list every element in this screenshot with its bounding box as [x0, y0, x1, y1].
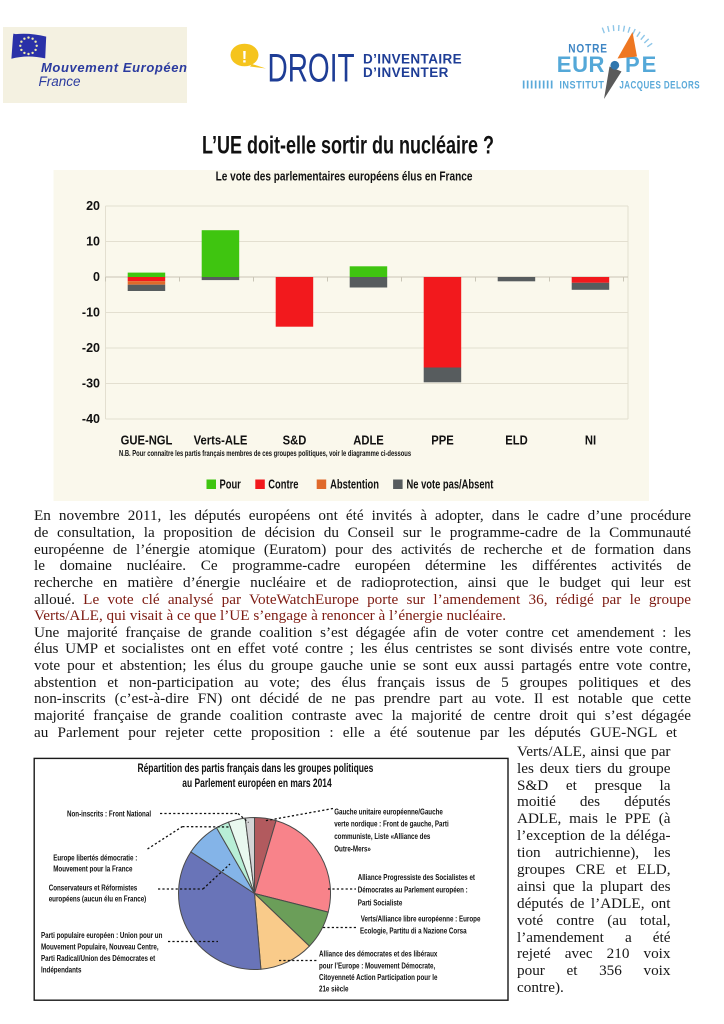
svg-text:Parti populaire européen : Uni: Parti populaire européen : Union pour un — [41, 932, 162, 940]
svg-text:Démocrates au Parlement europé: Démocrates au Parlement européen : — [358, 887, 468, 895]
svg-text:GUE-NGL: GUE-NGL — [121, 433, 173, 448]
svg-text:JACQUES DELORS: JACQUES DELORS — [619, 79, 700, 92]
svg-text:Europe libertés démocratie :: Europe libertés démocratie : — [53, 855, 137, 863]
svg-text:ELD: ELD — [505, 433, 528, 448]
svg-text:Parti Socialiste: Parti Socialiste — [358, 900, 403, 908]
svg-text:Verts/Alliance libre européenn: Verts/Alliance libre européenne : Europe — [361, 916, 481, 924]
svg-text:Mouvement Populaire, Nouveau C: Mouvement Populaire, Nouveau Centre, — [41, 944, 159, 952]
svg-text:au Parlement européen en mars: au Parlement européen en mars 2014 — [182, 778, 332, 791]
svg-text:communiste, Liste «Alliance de: communiste, Liste «Alliance des — [334, 833, 430, 841]
svg-text:Alliance des démocrates et des: Alliance des démocrates et des libéraux — [319, 951, 437, 959]
svg-text:!: ! — [242, 48, 248, 67]
svg-text:NOTRE: NOTRE — [568, 43, 607, 56]
svg-text:européens (aucun élu en France: européens (aucun élu en France) — [49, 896, 147, 904]
svg-text:Indépendants: Indépendants — [41, 967, 82, 975]
svg-text:D’INVENTER: D’INVENTER — [363, 65, 449, 80]
svg-text:S&D: S&D — [283, 433, 307, 448]
svg-text:Mouvement pour la France: Mouvement pour la France — [53, 866, 132, 874]
svg-text:Alliance Progressiste des Soci: Alliance Progressiste des Socialistes et — [358, 874, 476, 882]
svg-text:D’INVENTAIRE: D’INVENTAIRE — [363, 52, 462, 67]
svg-text:Abstention: Abstention — [330, 478, 379, 492]
svg-text:-10: -10 — [82, 306, 100, 320]
svg-text:21e siècle: 21e siècle — [319, 986, 348, 994]
svg-text:L’UE doit-elle sortir du nuclé: L’UE doit-elle sortir du nucléaire ? — [202, 131, 494, 160]
svg-text:Pour: Pour — [220, 478, 242, 492]
svg-text:Non-inscrits : Front National: Non-inscrits : Front National — [67, 811, 151, 819]
svg-text:NI: NI — [585, 433, 596, 448]
svg-text:Mouvement Européen: Mouvement Européen — [41, 60, 188, 75]
svg-text:pour l’Europe : Mouvement Démo: pour l’Europe : Mouvement Démocrate, — [319, 963, 435, 971]
svg-text:Contre: Contre — [268, 478, 298, 492]
svg-text:Gauche unitaire européenne/Gau: Gauche unitaire européenne/Gauche — [334, 809, 443, 817]
svg-text:verte nordique : Front de gauc: verte nordique : Front de gauche, Parti — [334, 821, 449, 829]
svg-text:Verts-ALE: Verts-ALE — [194, 433, 248, 448]
svg-text:Le vote des parlementaires eur: Le vote des parlementaires européens élu… — [216, 171, 473, 184]
svg-text:DROIT: DROIT — [268, 47, 355, 91]
svg-text:ADLE: ADLE — [353, 433, 384, 448]
svg-text:Outre-Mers»: Outre-Mers» — [334, 846, 371, 854]
svg-text:PPE: PPE — [431, 433, 454, 448]
svg-text:INSTITUT: INSTITUT — [559, 80, 604, 92]
svg-text:Ecologie, Partitu di a Nazione: Ecologie, Partitu di a Nazione Corsa — [360, 928, 467, 936]
svg-text:Répartition des partis françai: Répartition des partis français dans les… — [137, 763, 373, 776]
svg-text:EUR: EUR — [557, 52, 605, 77]
svg-text:20: 20 — [86, 199, 100, 213]
svg-text:10: 10 — [86, 235, 100, 249]
svg-text:Parti Radical/Union des Démocr: Parti Radical/Union des Démocrates et — [41, 955, 156, 963]
svg-text:-30: -30 — [82, 377, 100, 391]
svg-text:Citoyenneté Action Participati: Citoyenneté Action Participation pour le — [319, 974, 437, 982]
svg-text:-40: -40 — [82, 412, 100, 426]
svg-text:-20: -20 — [82, 341, 100, 355]
svg-text:0: 0 — [93, 270, 100, 284]
svg-text:Ne vote pas/Absent: Ne vote pas/Absent — [407, 478, 494, 492]
svg-text:France: France — [39, 74, 81, 89]
svg-text:N.B. Pour connaitre les partis: N.B. Pour connaitre les partis français … — [119, 450, 411, 458]
svg-text:Conservateurs et Réformistes: Conservateurs et Réformistes — [49, 885, 138, 893]
